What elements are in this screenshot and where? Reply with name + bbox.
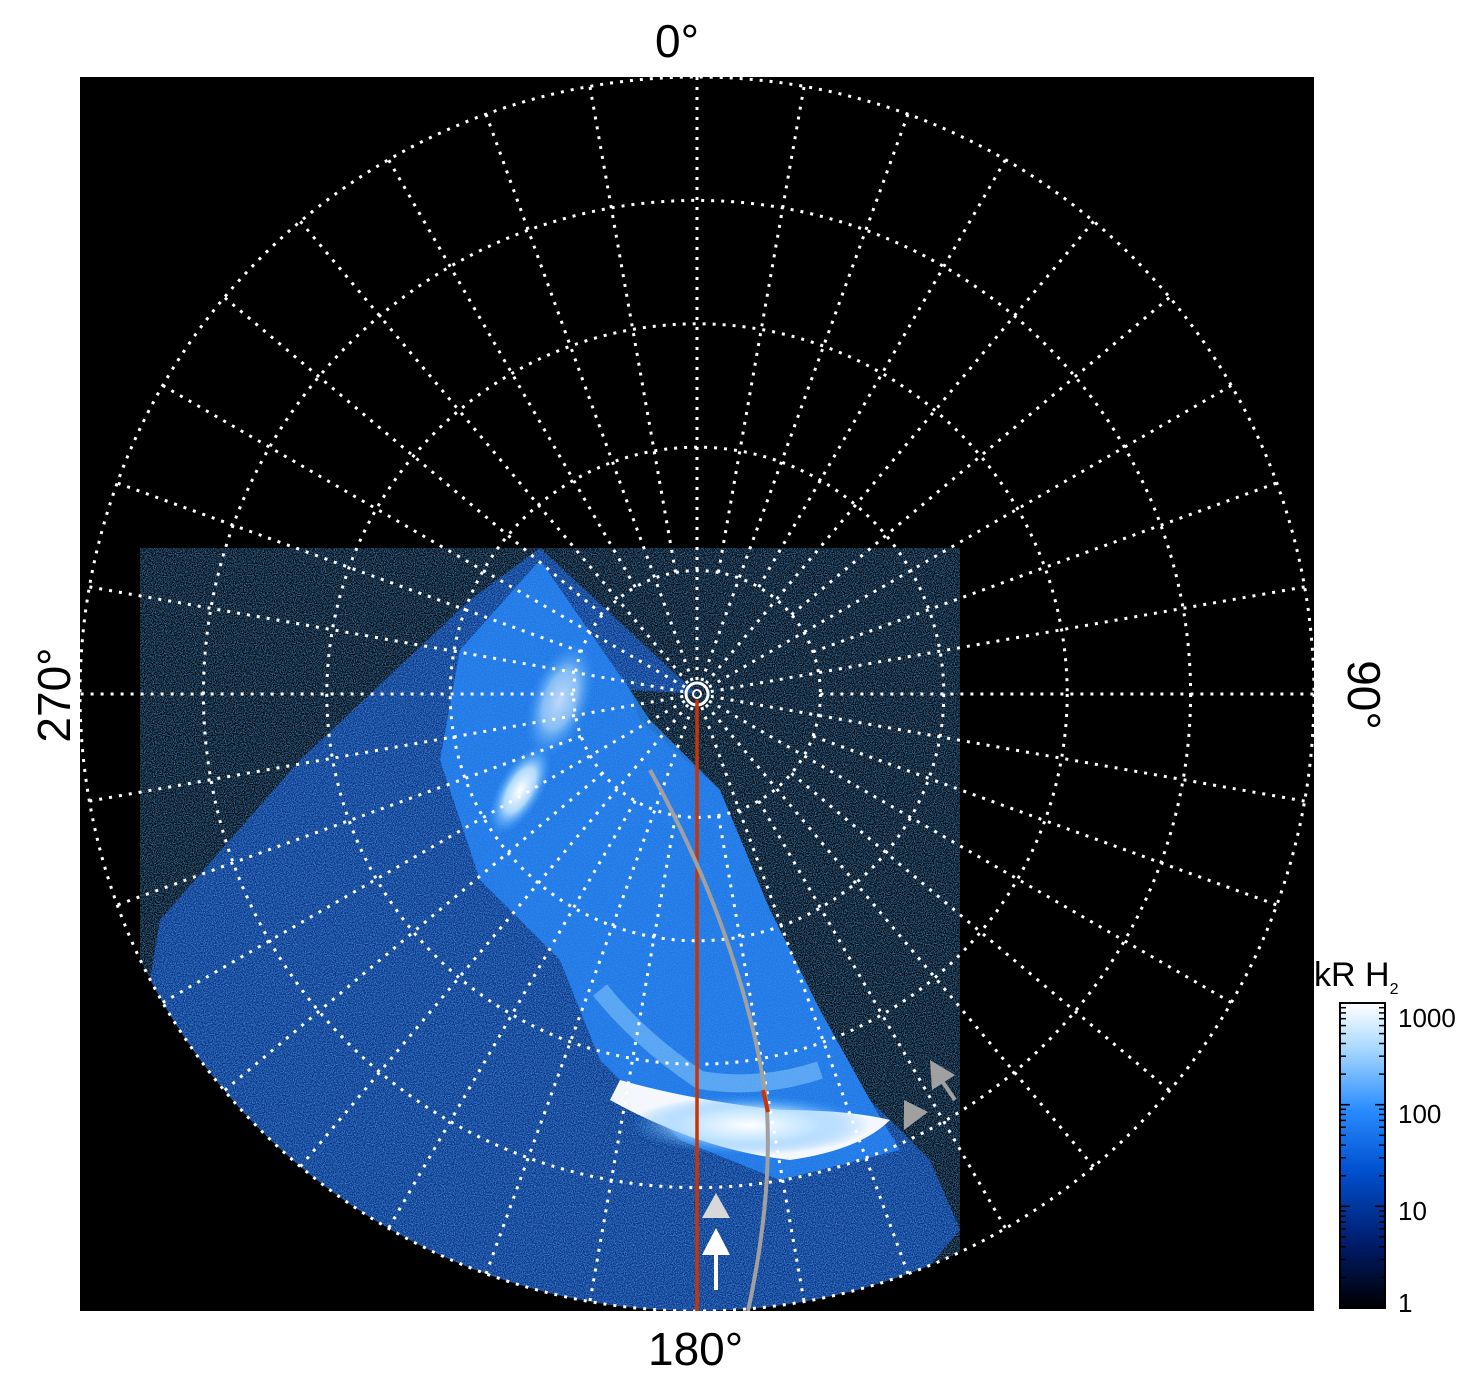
grid-meridian — [161, 699, 686, 1004]
colorbar-tick-label: 100 — [1398, 1099, 1442, 1129]
grid-meridian — [387, 158, 637, 588]
colorbar-title: kR H2 — [1314, 956, 1399, 998]
colorbar-gradient — [1339, 1002, 1386, 1309]
grid-meridian — [812, 481, 1278, 654]
gray-arrow-2 — [904, 1100, 928, 1130]
grid-meridian — [704, 703, 1095, 1168]
grid-meridian — [89, 585, 684, 694]
polar-grid — [80, 77, 1314, 1311]
grid-meridian — [700, 706, 910, 1275]
colorbar-tick-label: 1000 — [1398, 1003, 1456, 1033]
grid-meridian — [299, 703, 690, 1168]
grid-meridian — [757, 800, 1007, 1230]
label-90-deg: 90° — [1338, 660, 1390, 730]
light-gray-arrow — [702, 1193, 730, 1218]
grid-meridian — [757, 158, 1007, 588]
aurora-emission-region — [140, 548, 960, 1311]
grid-meridian — [710, 585, 1305, 694]
grid-meridian — [484, 706, 694, 1275]
grid-meridian — [588, 815, 678, 1302]
grid-meridian — [716, 86, 806, 573]
label-270-deg: 270° — [28, 647, 80, 743]
grid-meridian — [223, 296, 604, 616]
gray-curve-line — [648, 769, 770, 1311]
grid-meridian — [708, 699, 1233, 1004]
grid-meridian — [708, 384, 1233, 689]
grid-meridian — [299, 220, 690, 685]
colorbar-tick-label: 10 — [1398, 1196, 1427, 1226]
grid-meridian — [588, 86, 678, 573]
grid-meridian — [704, 220, 1095, 685]
white-arrow — [702, 1228, 730, 1290]
label-180-deg: 180° — [648, 1323, 744, 1375]
grid-meridian — [790, 772, 1171, 1092]
grid-meridian — [484, 113, 694, 682]
grid-meridian — [223, 772, 604, 1092]
grid-meridian — [161, 384, 686, 689]
grid-meridian — [716, 815, 806, 1302]
grid-meridian — [89, 694, 684, 803]
colorbar-tick-label: 1 — [1398, 1288, 1413, 1318]
grid-meridian — [790, 296, 1171, 616]
gray-arrow-1 — [930, 1060, 957, 1102]
grid-meridian — [700, 113, 910, 682]
grid-ring — [572, 569, 822, 819]
colorbar — [1339, 1002, 1386, 1309]
grid-meridian — [387, 800, 637, 1230]
grid-meridian — [710, 694, 1305, 803]
grid-meridian — [116, 734, 582, 907]
grid-meridian — [116, 481, 582, 654]
label-0-deg: 0° — [655, 15, 699, 67]
grid-meridian — [812, 734, 1278, 907]
